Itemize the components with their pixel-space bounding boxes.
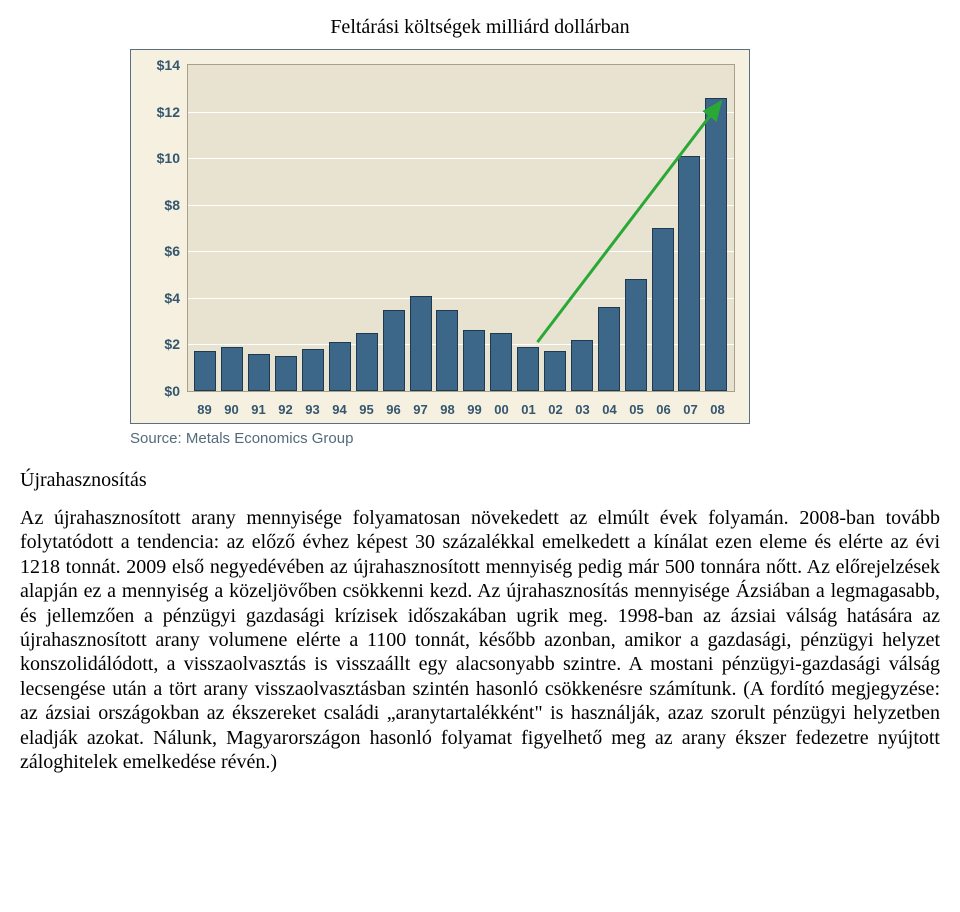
y-axis-label: $2 (136, 336, 180, 352)
bar (329, 342, 351, 391)
x-axis-label: 94 (329, 402, 351, 417)
x-axis-labels: 89 90 91 92 93 94 95 96 97 98 99 00 01 02 03 04 05 06 07 08 (187, 398, 735, 423)
y-axis-label: $0 (136, 383, 180, 399)
y-axis-label: $10 (136, 150, 180, 166)
x-axis-label: 97 (410, 402, 432, 417)
x-axis-label: 02 (545, 402, 567, 417)
bar (356, 333, 378, 391)
x-axis-label: 92 (275, 402, 297, 417)
y-axis-label: $6 (136, 243, 180, 259)
x-axis-label: 98 (437, 402, 459, 417)
bar (436, 310, 458, 392)
bar (221, 347, 243, 391)
plot-area: $0$2$4$6$8$10$12$14 (187, 64, 735, 392)
chart-source: Source: Metals Economics Group (130, 430, 940, 447)
x-axis-label: 90 (221, 402, 243, 417)
body-paragraph: Az újrahasznosított arany mennyisége fol… (20, 506, 940, 774)
bar (275, 356, 297, 391)
y-axis-label: $14 (136, 57, 180, 73)
x-axis-label: 01 (518, 402, 540, 417)
bar (544, 351, 566, 391)
x-axis-label: 05 (626, 402, 648, 417)
bar (248, 354, 270, 391)
section-title: Újrahasznosítás (20, 469, 940, 492)
bar (652, 228, 674, 391)
bar (705, 98, 727, 391)
x-axis-label: 89 (194, 402, 216, 417)
x-axis-label: 91 (248, 402, 270, 417)
bar (302, 349, 324, 391)
bar (517, 347, 539, 391)
chart-panel: $0$2$4$6$8$10$12$14 89909192939495969798… (130, 49, 750, 424)
y-axis-label: $12 (136, 104, 180, 120)
x-axis-label: 95 (356, 402, 378, 417)
bar (625, 279, 647, 391)
x-axis-label: 00 (491, 402, 513, 417)
y-axis-label: $8 (136, 197, 180, 213)
bar (598, 307, 620, 391)
bars-group (188, 65, 734, 391)
bar (383, 310, 405, 392)
x-axis-label: 07 (680, 402, 702, 417)
bar (194, 351, 216, 391)
x-axis-label: 96 (383, 402, 405, 417)
x-axis-label: 08 (707, 402, 729, 417)
x-axis-label: 03 (572, 402, 594, 417)
chart-title: Feltárási költségek milliárd dollárban (20, 16, 940, 39)
bar (678, 156, 700, 391)
y-axis-label: $4 (136, 290, 180, 306)
bar (463, 330, 485, 391)
bar (410, 296, 432, 391)
bar (490, 333, 512, 391)
x-axis-label: 99 (464, 402, 486, 417)
x-axis-label: 04 (599, 402, 621, 417)
chart-container: $0$2$4$6$8$10$12$14 89909192939495969798… (130, 49, 940, 424)
x-axis-label: 93 (302, 402, 324, 417)
bar (571, 340, 593, 391)
x-axis-label: 06 (653, 402, 675, 417)
